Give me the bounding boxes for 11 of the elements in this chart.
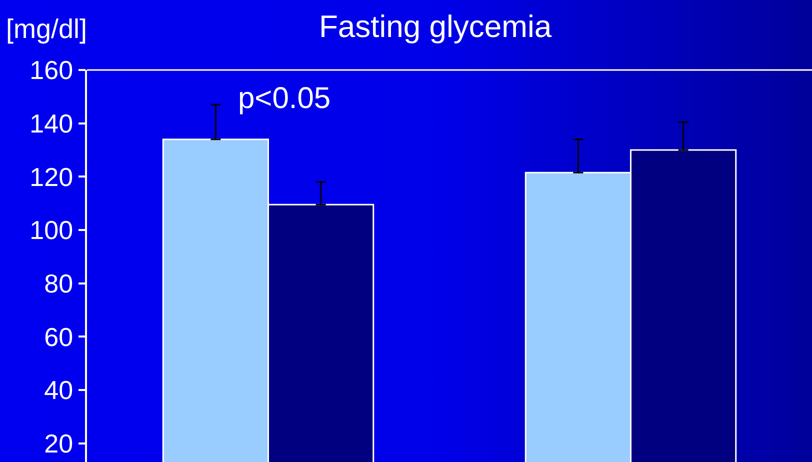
y-tick-label: 20 [44, 428, 74, 458]
y-tick-label: 160 [30, 55, 74, 86]
y-tick-label: 40 [44, 375, 74, 406]
y-tick-label: 100 [30, 215, 74, 246]
y-tick-label: 80 [44, 268, 74, 298]
y-tick-label: 140 [30, 108, 74, 138]
y-tick-label: 60 [44, 322, 74, 352]
chart-title: Fasting glycemia [319, 9, 552, 44]
annotation: p<0.05 [238, 82, 331, 115]
y-axis-title: [mg/dl] [6, 14, 88, 44]
y-tick-label: 120 [30, 162, 74, 192]
